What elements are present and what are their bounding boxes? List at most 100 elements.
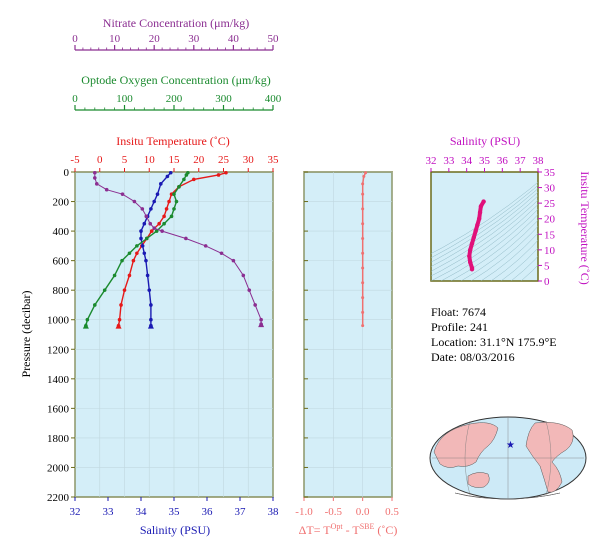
location: Location: 31.1°N 175.9°E (431, 335, 557, 349)
ts-contour-12 (490, 239, 538, 281)
ts-xtick-label-1: 33 (443, 155, 455, 167)
oxygen-point-12 (127, 251, 132, 256)
nitrate-line (94, 172, 262, 325)
nitrate-axis-label: Nitrate Concentration (μm/kg) (103, 16, 249, 30)
salinity-point-14 (147, 288, 152, 292)
temperature-point-1 (216, 173, 221, 177)
salinity-point-2 (159, 182, 163, 186)
temperature-tick-label-0: -5 (70, 154, 80, 166)
salinity-point-10 (140, 244, 145, 248)
delta-point-6 (361, 236, 365, 240)
salinity-tick-label-4: 36 (202, 506, 214, 518)
map-australia (467, 472, 490, 488)
delta-point-4 (361, 207, 365, 211)
salinity-point-4 (152, 199, 156, 204)
salinity-point-11 (142, 251, 147, 256)
pressure-tick-label-0: 0 (64, 167, 70, 179)
temperature-point-15 (122, 288, 127, 292)
ts-contour-10 (470, 226, 538, 281)
delta-series (361, 171, 368, 328)
salinity-point-7 (142, 221, 147, 226)
oxygen-point-8 (162, 221, 166, 226)
delta-label-main: ΔT= T (299, 523, 332, 537)
ts-ytick-label-7: 35 (544, 167, 556, 179)
delta-plot-area (303, 171, 393, 498)
nitrate-point-4 (120, 192, 125, 196)
delta-point-10 (361, 296, 365, 300)
ts-contour-7 (440, 209, 538, 281)
ts-temperature-label: Insitu Temperature (˚C) (578, 171, 592, 285)
nitrate-axis: 0 10 20 30 40 50 (72, 33, 279, 51)
nitrate-point-8 (148, 221, 153, 226)
float-location-marker: ★ (506, 440, 515, 451)
delta-point-12 (361, 324, 365, 328)
temperature-tick-label-5: 20 (193, 154, 205, 166)
oxygen-point-13 (120, 258, 124, 263)
delta-point-2 (361, 182, 365, 186)
temperature-tick-label-4: 15 (169, 154, 181, 166)
oxygen-tick-label-3: 300 (215, 93, 232, 105)
oxygen-point-4 (172, 192, 176, 196)
ts-contour-13 (500, 247, 538, 281)
ts-contour-6 (431, 204, 538, 281)
temperature-point-4 (169, 192, 174, 196)
oxygen-tick-label-1: 100 (116, 93, 133, 105)
ts-point-2 (477, 210, 483, 215)
salinity-point-13 (145, 273, 150, 278)
pressure-tick-label-4: 800 (53, 285, 70, 297)
salinity-point-9 (139, 236, 143, 241)
delta-point-0 (364, 171, 368, 175)
temperature-point-8 (157, 221, 161, 226)
map-antarctica (454, 492, 561, 500)
ts-ytick-label-0: 0 (544, 276, 550, 288)
salinity-point-16 (149, 317, 153, 322)
oxygen-point-3 (177, 184, 181, 189)
pressure-tick-label-2: 400 (53, 226, 70, 238)
ts-ytick-label-1: 5 (544, 260, 550, 272)
nitrate-point-5 (132, 199, 137, 204)
pressure-tick-label-6: 1200 (47, 344, 70, 356)
ts-xtick-label-5: 37 (515, 155, 527, 167)
ts-contour-4 (431, 195, 538, 272)
ts-ytick-label-2: 10 (544, 245, 556, 257)
date: Date: 08/03/2016 (431, 350, 515, 364)
delta-label-sup2: SBE (360, 522, 375, 531)
oxygen-axis-label: Optode Oxygen Concentration (μm/kg) (81, 73, 270, 87)
nitrate-tick-label-2: 20 (149, 33, 161, 45)
profile-series (82, 170, 265, 329)
salinity-end-marker (147, 322, 154, 329)
ts-point-4 (475, 222, 480, 228)
oxygen-tick-label-4: 400 (265, 93, 282, 105)
ts-contour-2 (431, 188, 538, 263)
ts-ytick-label-5: 25 (544, 198, 556, 210)
delta-point-9 (361, 281, 365, 285)
pressure-tick-label-5: 1000 (47, 315, 70, 327)
delta-label-sup1: Opt (331, 522, 344, 531)
ts-ytick-label-6: 30 (544, 183, 556, 195)
ts-point-12 (469, 266, 475, 272)
oxygen-point-14 (112, 273, 117, 278)
temperature-axis-label: Insitu Temperature (˚C) (116, 134, 230, 148)
temperature-point-0 (224, 170, 228, 175)
nitrate-tick-label-3: 30 (188, 33, 200, 45)
ts-xtick-label-0: 32 (426, 155, 437, 167)
pressure-tick-label-3: 600 (53, 256, 70, 268)
ts-point-5 (473, 228, 478, 234)
temperature-point-6 (164, 207, 169, 211)
ts-contour-14 (510, 255, 538, 281)
temperature-point-2 (192, 177, 196, 182)
oxygen-point-7 (169, 214, 174, 219)
ts-contour-11 (480, 232, 538, 281)
oxygen-point-11 (135, 244, 139, 248)
delta-point-3 (361, 192, 365, 196)
salinity-point-15 (149, 303, 153, 307)
temperature-tick-label-2: 5 (122, 154, 128, 166)
salinity-tick-label-6: 38 (268, 506, 280, 518)
ts-point-9 (467, 253, 472, 259)
temperature-point-14 (127, 273, 132, 278)
ts-contour-0 (431, 181, 538, 254)
delta-tick-label-0: -1.0 (295, 506, 313, 518)
profile-gridlines (74, 171, 274, 498)
nitrate-point-6 (140, 207, 145, 211)
